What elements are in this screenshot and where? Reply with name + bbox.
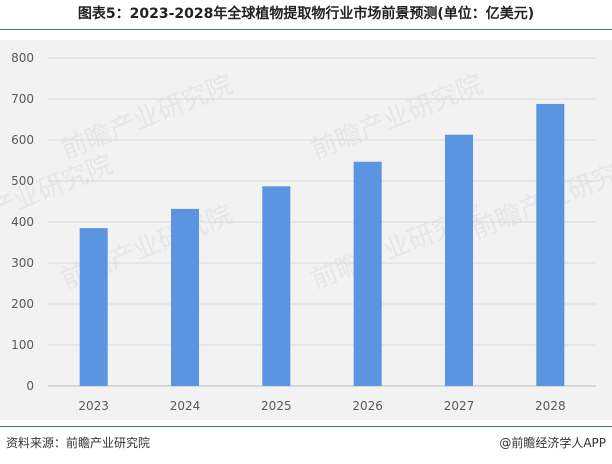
x-tick-label: 2028 bbox=[535, 399, 566, 413]
bar-2023 bbox=[79, 228, 108, 386]
x-tick-label: 2027 bbox=[444, 399, 475, 413]
y-tick-label: 700 bbox=[11, 92, 34, 106]
title-divider bbox=[0, 29, 612, 30]
chart-area: 前瞻产业研究院前瞻产业研究院前瞻产业研究院前瞻产业研究院前瞻产业研究院前瞻产业研… bbox=[0, 40, 612, 420]
x-tick-label: 2024 bbox=[170, 399, 201, 413]
y-axis-ticks: 0 100 200 300 400 500 600 700 800 bbox=[11, 51, 34, 393]
y-tick-label: 300 bbox=[11, 256, 34, 270]
watermark-text: 前瞻产业研究院 bbox=[57, 70, 237, 166]
bar-chart: 前瞻产业研究院前瞻产业研究院前瞻产业研究院前瞻产业研究院前瞻产业研究院前瞻产业研… bbox=[0, 51, 612, 413]
y-tick-label: 200 bbox=[11, 297, 34, 311]
credit-note: @前瞻经济学人APP bbox=[499, 436, 606, 450]
bar-2024 bbox=[171, 208, 199, 386]
bar-2025 bbox=[262, 186, 291, 386]
source-note: 资料来源：前瞻产业研究院 bbox=[6, 436, 151, 450]
y-tick-label: 400 bbox=[11, 215, 34, 229]
x-tick-label: 2025 bbox=[261, 399, 292, 413]
y-tick-label: 100 bbox=[11, 338, 34, 352]
grid-lines bbox=[48, 57, 596, 387]
bar-series bbox=[79, 103, 565, 387]
y-tick-label: 800 bbox=[11, 51, 34, 65]
y-tick-label: 600 bbox=[11, 133, 34, 147]
bar-2026 bbox=[353, 161, 382, 386]
chart-title: 图表5：2023-2028年全球植物提取物行业市场前景预测(单位：亿美元) bbox=[77, 6, 535, 22]
x-tick-label: 2026 bbox=[352, 399, 383, 413]
bar-2027 bbox=[445, 134, 473, 386]
x-axis-ticks: 2023 2024 2025 2026 2027 2028 bbox=[78, 399, 565, 413]
footer: 资料来源：前瞻产业研究院 @前瞻经济学人APP bbox=[0, 426, 612, 464]
y-tick-label: 500 bbox=[11, 174, 34, 188]
footer-divider bbox=[0, 426, 612, 427]
y-tick-label: 0 bbox=[26, 379, 34, 393]
x-tick-label: 2023 bbox=[78, 399, 109, 413]
bar-2028 bbox=[536, 103, 565, 387]
